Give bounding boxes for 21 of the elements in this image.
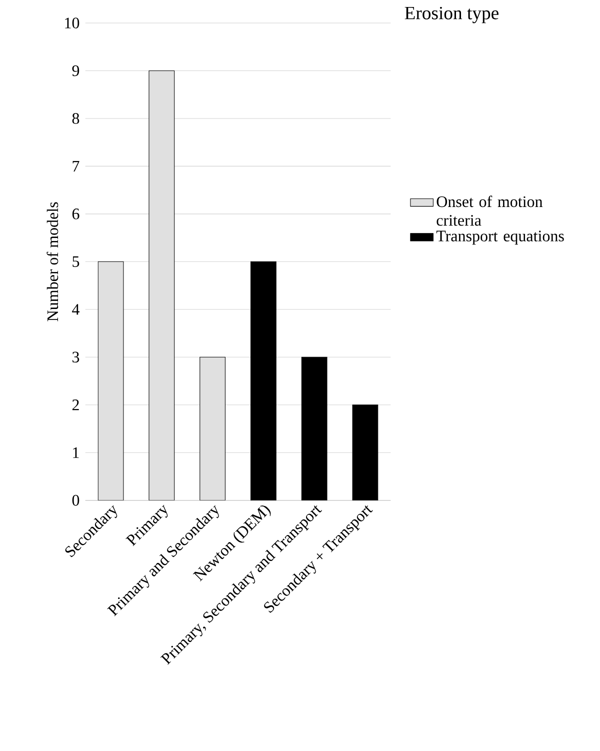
bar [250, 261, 276, 500]
y-tick-label: 1 [73, 447, 79, 458]
y-tick-label: 2 [72, 400, 79, 410]
y-tick-label: 5 [72, 256, 80, 267]
legend-label: Onset of motion criteria [436, 196, 543, 226]
bar [301, 356, 328, 500]
y-tick-label: 8 [72, 113, 80, 124]
bar [352, 404, 378, 500]
y-tick-label: 7 [72, 160, 80, 172]
y-tick-label: 10 [65, 18, 80, 28]
bar [200, 356, 226, 500]
text: Erosion type [404, 6, 498, 24]
bar [98, 261, 124, 500]
bar [148, 70, 175, 500]
y-tick-label: 9 [72, 65, 80, 76]
y-tick-label: 6 [72, 208, 80, 220]
y-tick-label: 3 [72, 352, 80, 362]
y-tick-label: 4 [72, 304, 80, 315]
y-axis-title: Number of models [46, 202, 58, 322]
y-tick-label: 0 [72, 494, 80, 506]
legend-label: Transport equations [436, 230, 564, 245]
